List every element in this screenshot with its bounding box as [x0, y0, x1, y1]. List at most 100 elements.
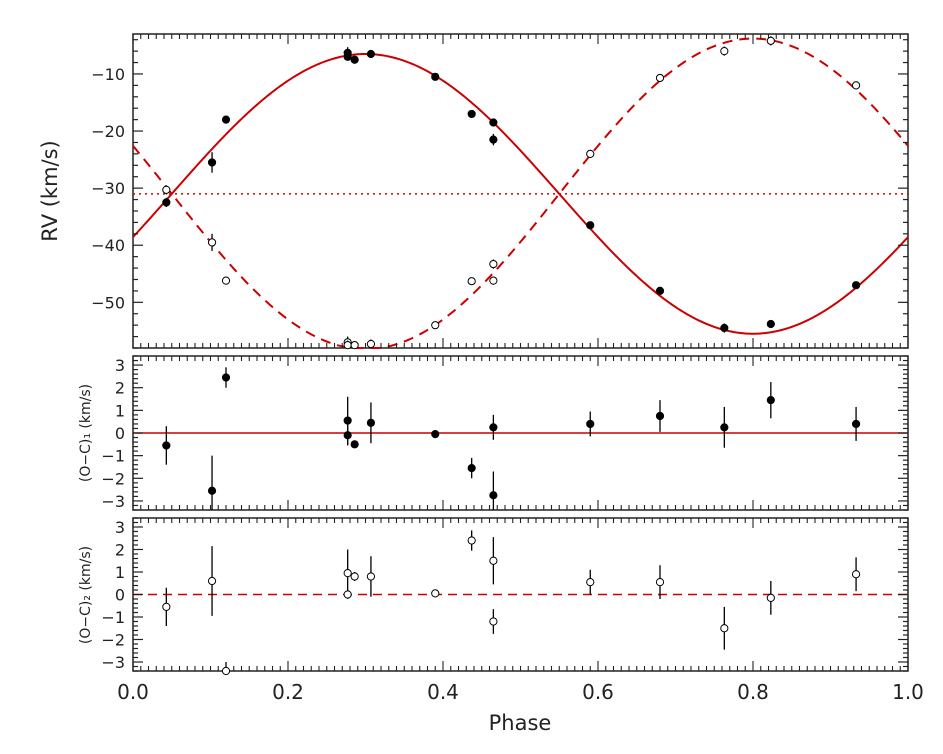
primary-residuals-panel: 3 2 1 0 −1 −2 −3 (O−C)₁ (km/s) — [78, 355, 909, 511]
secondary-point — [350, 572, 359, 581]
primary-point — [586, 419, 595, 429]
primary-point — [207, 158, 217, 167]
y-tick-label: −40 — [91, 236, 125, 255]
secondary-point — [766, 36, 775, 45]
secondary-point — [221, 276, 231, 285]
rv-y-axis-label: RV (km/s) — [38, 140, 62, 242]
primary-point — [162, 198, 171, 207]
secondary-point — [431, 589, 440, 598]
x-tick-label: 1.0 — [892, 680, 924, 704]
rv-y-tick-labels: −10 −20 −30 −40 −50 — [91, 65, 125, 312]
secondary-point — [489, 617, 498, 626]
primary-point — [467, 464, 476, 473]
y-tick-label: −1 — [101, 608, 125, 627]
primary-point — [431, 430, 440, 439]
secondary-residual-axis-ticks — [132, 517, 909, 672]
secondary-residuals-panel: 3 2 1 0 −1 −2 −3 (O−C)₂ (km/s) 0.0 0.2 0.4 0.6 0.8… — [78, 517, 924, 735]
y-tick-label: −20 — [91, 122, 125, 141]
rv-data-points — [162, 36, 861, 350]
secondary-point — [207, 576, 217, 586]
primary-point — [766, 319, 775, 329]
primary-point — [489, 135, 498, 144]
secondary-point — [655, 73, 665, 83]
rv-panel: −10 −20 −30 −40 −50 RV (km/s) — [38, 33, 909, 350]
secondary-point — [350, 341, 359, 350]
secondary-point — [655, 578, 665, 587]
secondary-point — [766, 593, 775, 602]
primary-point — [366, 418, 376, 427]
x-tick-label: 0.6 — [582, 680, 614, 704]
y-tick-label: 3 — [115, 356, 125, 375]
secondary-point — [467, 277, 476, 286]
y-tick-label: −3 — [101, 492, 125, 511]
x-tick-label: 0.2 — [272, 680, 304, 704]
phase-tick-labels: 0.0 0.2 0.4 0.6 0.8 1.0 — [117, 680, 924, 704]
secondary-point — [343, 590, 352, 599]
primary-point — [851, 281, 861, 290]
secondary-point — [221, 666, 231, 676]
rv-axis-ticks — [132, 34, 909, 349]
secondary-point — [489, 259, 498, 269]
secondary-point — [343, 569, 352, 578]
primary-point — [489, 118, 498, 127]
y-tick-label: 2 — [115, 541, 125, 560]
secondary-point — [162, 602, 171, 611]
secondary-point — [366, 572, 376, 581]
y-tick-label: 1 — [115, 401, 125, 420]
primary-point — [655, 286, 665, 296]
primary-point — [489, 423, 498, 432]
primary-point — [489, 491, 498, 500]
y-tick-label: 2 — [115, 379, 125, 398]
y-tick-label: 0 — [115, 586, 125, 605]
x-tick-label: 0.0 — [117, 680, 149, 704]
secondary-point — [207, 238, 217, 247]
primary-point — [720, 323, 729, 333]
secondary-residual-y-tick-labels: 3 2 1 0 −1 −2 −3 — [101, 518, 125, 672]
primary-point — [366, 49, 376, 59]
x-tick-label: 0.8 — [737, 680, 769, 704]
secondary-point — [489, 556, 498, 565]
secondary-point — [720, 47, 729, 56]
y-tick-label: −50 — [91, 293, 125, 312]
secondary-point — [467, 536, 476, 545]
primary-point — [221, 373, 231, 382]
primary-residual-axis-ticks — [132, 355, 909, 511]
y-tick-label: −1 — [101, 447, 125, 466]
secondary-point — [851, 570, 861, 579]
y-tick-label: 1 — [115, 563, 125, 582]
secondary-point — [343, 341, 352, 350]
primary-point — [343, 431, 352, 440]
y-tick-label: −2 — [101, 469, 125, 488]
primary-point — [343, 52, 352, 61]
x-tick-label: 0.4 — [427, 680, 459, 704]
secondary-point — [851, 81, 861, 90]
primary-point — [431, 72, 440, 81]
primary-point — [766, 396, 775, 405]
secondary-point — [720, 624, 729, 633]
y-tick-label: 3 — [115, 518, 125, 537]
y-tick-label: −2 — [101, 631, 125, 650]
primary-point — [343, 416, 352, 425]
primary-point — [586, 221, 595, 230]
secondary-residual-y-axis-label: (O−C)₂ (km/s) — [78, 546, 94, 644]
primary-point — [350, 55, 359, 64]
y-tick-label: −30 — [91, 179, 125, 198]
primary-point — [851, 419, 861, 429]
primary-point — [720, 423, 729, 432]
secondary-residual-points — [162, 530, 861, 676]
primary-residual-y-tick-labels: 3 2 1 0 −1 −2 −3 — [101, 356, 125, 511]
primary-point — [207, 486, 217, 495]
primary-point — [350, 440, 359, 449]
secondary-point — [366, 339, 376, 349]
secondary-point — [489, 276, 498, 285]
secondary-point — [162, 185, 171, 194]
y-tick-label: −3 — [101, 653, 125, 672]
primary-point — [467, 109, 476, 119]
secondary-point — [431, 321, 440, 330]
primary-point — [221, 115, 231, 124]
primary-model-curve — [132, 52, 909, 335]
secondary-point — [586, 149, 595, 158]
y-tick-label: 0 — [115, 424, 125, 443]
secondary-point — [586, 578, 595, 587]
